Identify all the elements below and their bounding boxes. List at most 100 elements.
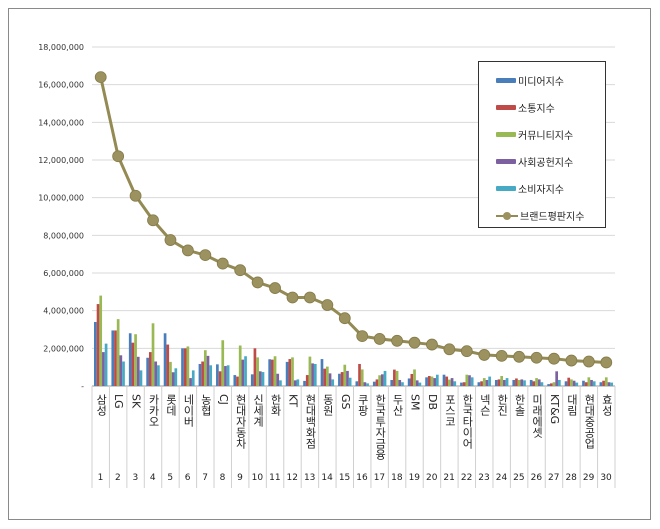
line-marker [147, 214, 159, 227]
bar [119, 355, 123, 386]
bar [435, 374, 439, 386]
bar [401, 382, 404, 386]
category-label: 쿠팡 [356, 394, 370, 416]
bar [181, 348, 184, 386]
line-marker [391, 334, 403, 347]
legend-label: 사회공헌지수 [518, 158, 574, 169]
bar [570, 379, 573, 386]
bar [383, 370, 387, 386]
rank-label: 13 [303, 473, 316, 483]
y-tick-label: 18,000,000 [38, 43, 84, 52]
legend-swatch [496, 186, 516, 191]
category-label: 현대중공업 [582, 394, 596, 449]
bar [485, 379, 489, 386]
bar [114, 330, 117, 386]
bar [216, 364, 219, 386]
line-marker [164, 234, 177, 246]
rank-label: 16 [356, 473, 368, 483]
category-label: 미래에셋 [530, 394, 544, 438]
bar [380, 374, 384, 386]
category-label: 삼성 [94, 394, 108, 416]
legend-item: 소비자지수 [479, 175, 605, 202]
bar [393, 369, 396, 386]
bar [261, 372, 265, 386]
bar [587, 377, 591, 386]
bar [233, 375, 237, 386]
bar [582, 380, 585, 386]
line-marker [548, 352, 560, 365]
bar [169, 361, 172, 386]
legend-item: 커뮤니티지수 [479, 121, 605, 148]
bar [226, 365, 230, 386]
bar [540, 382, 544, 386]
category-label: 한국투자금융 [373, 394, 387, 460]
bar [532, 381, 536, 386]
line-marker [269, 282, 281, 294]
category-label: KT [286, 394, 300, 408]
bar [221, 340, 225, 386]
bar [427, 376, 431, 386]
bar [590, 379, 593, 386]
bar [111, 330, 115, 386]
line-marker [495, 349, 508, 362]
bar [430, 376, 434, 386]
category-label: 네이버 [181, 394, 195, 427]
legend-item: 브랜드평판지수 [479, 202, 605, 229]
line-marker [513, 350, 526, 363]
rank-label: 28 [565, 473, 577, 483]
bar [343, 364, 347, 386]
bar [238, 345, 242, 386]
bar [311, 363, 314, 386]
bar [360, 369, 364, 386]
bar [602, 380, 605, 386]
bar [515, 378, 518, 386]
bar [296, 379, 300, 386]
bar [517, 379, 521, 386]
bar [358, 363, 361, 386]
category-label: 넥슨 [478, 394, 492, 416]
rank-label: 4 [149, 473, 156, 483]
bar [256, 357, 259, 386]
line-marker [112, 150, 125, 163]
rank-label: 3 [132, 473, 139, 483]
rank-label: 18 [391, 473, 403, 483]
rank-label: 2 [115, 473, 121, 483]
rank-label: 20 [425, 473, 438, 483]
bar [512, 379, 516, 386]
bar [308, 356, 312, 386]
bar [340, 372, 344, 386]
bar [293, 380, 297, 386]
bar [494, 379, 498, 386]
bar [477, 382, 481, 386]
bar [415, 380, 419, 386]
legend-label: 소통지수 [518, 104, 555, 115]
bar [285, 361, 289, 386]
bar [552, 382, 556, 386]
y-tick-label: 10,000,000 [38, 194, 84, 203]
bar [497, 379, 501, 386]
rank-label: 15 [338, 473, 351, 483]
line-marker [460, 345, 473, 358]
legend: 미디어지수 소통지수 커뮤니티지수 사회공헌지수 소비자지수 브랜드평판지수 [478, 61, 606, 228]
bar [288, 359, 292, 386]
y-tick-label: 14,000,000 [38, 118, 84, 127]
rank-label: 11 [269, 473, 281, 483]
bar [136, 356, 140, 386]
rank-label: 25 [513, 473, 525, 483]
bar [395, 370, 399, 386]
bar [462, 382, 466, 386]
bar [348, 377, 352, 386]
bar [378, 375, 381, 386]
legend-label: 소비자지수 [518, 185, 564, 196]
bar [201, 361, 204, 386]
bar [151, 323, 155, 386]
bar [465, 374, 469, 386]
category-label: KT&G [547, 394, 561, 425]
legend-swatch [496, 78, 516, 83]
legend-swatch [496, 159, 516, 164]
bar [313, 363, 317, 386]
line-marker [94, 71, 107, 84]
category-label: CJ [216, 394, 230, 405]
category-label: 효성 [600, 394, 614, 416]
